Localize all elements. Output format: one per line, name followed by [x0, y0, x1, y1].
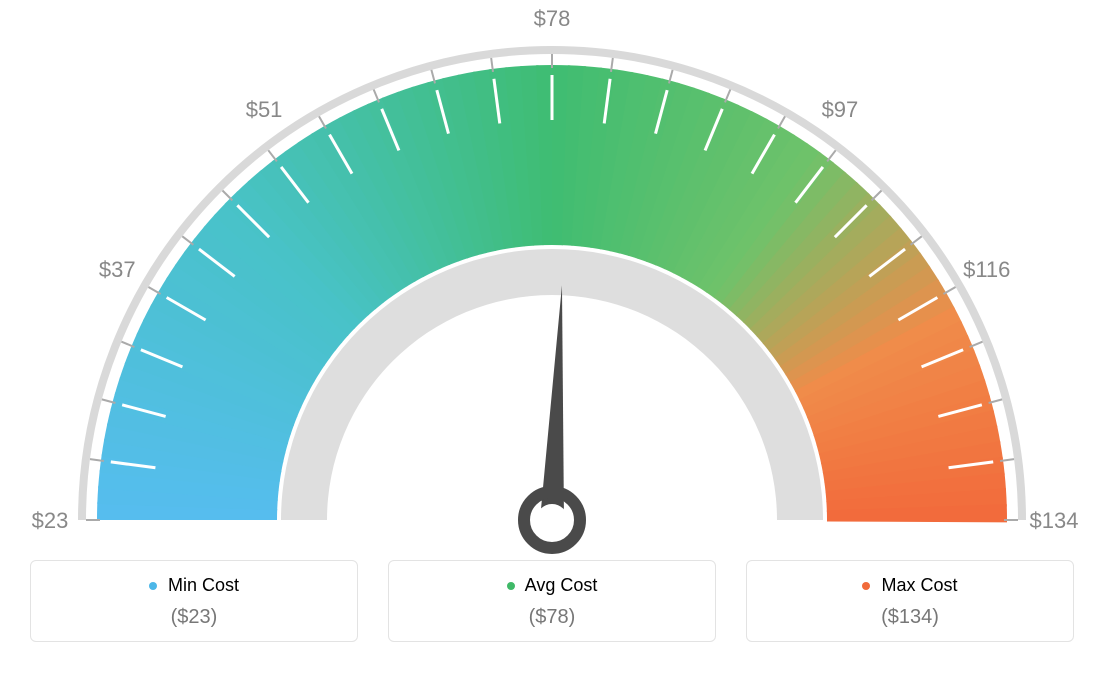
legend-row: Min Cost ($23) Avg Cost ($78) Max Cost (…	[0, 560, 1104, 642]
gauge-tick-label: $37	[82, 257, 152, 283]
gauge-tick-label: $134	[1019, 508, 1089, 534]
legend-dot-max	[862, 582, 870, 590]
legend-dot-avg	[507, 582, 515, 590]
gauge-tick-label: $78	[517, 6, 587, 32]
legend-label-min: Min Cost	[168, 575, 239, 595]
gauge-tick-label: $116	[952, 257, 1022, 283]
legend-card-max: Max Cost ($134)	[746, 560, 1074, 642]
legend-label-max: Max Cost	[881, 575, 957, 595]
legend-label-avg: Avg Cost	[525, 575, 598, 595]
gauge-tick-label: $97	[805, 97, 875, 123]
legend-value-min: ($23)	[41, 606, 347, 629]
legend-title-avg: Avg Cost	[399, 575, 705, 596]
legend-card-avg: Avg Cost ($78)	[388, 560, 716, 642]
legend-title-min: Min Cost	[41, 575, 347, 596]
legend-title-max: Max Cost	[757, 575, 1063, 596]
legend-card-min: Min Cost ($23)	[30, 560, 358, 642]
legend-value-max: ($134)	[757, 606, 1063, 629]
legend-dot-min	[149, 582, 157, 590]
gauge-tick-label: $23	[15, 508, 85, 534]
gauge-chart: $23 $37 $51 $78 $97 $116 $134	[0, 0, 1104, 560]
legend-value-avg: ($78)	[399, 606, 705, 629]
gauge-svg	[0, 0, 1104, 560]
gauge-tick-label: $51	[229, 97, 299, 123]
